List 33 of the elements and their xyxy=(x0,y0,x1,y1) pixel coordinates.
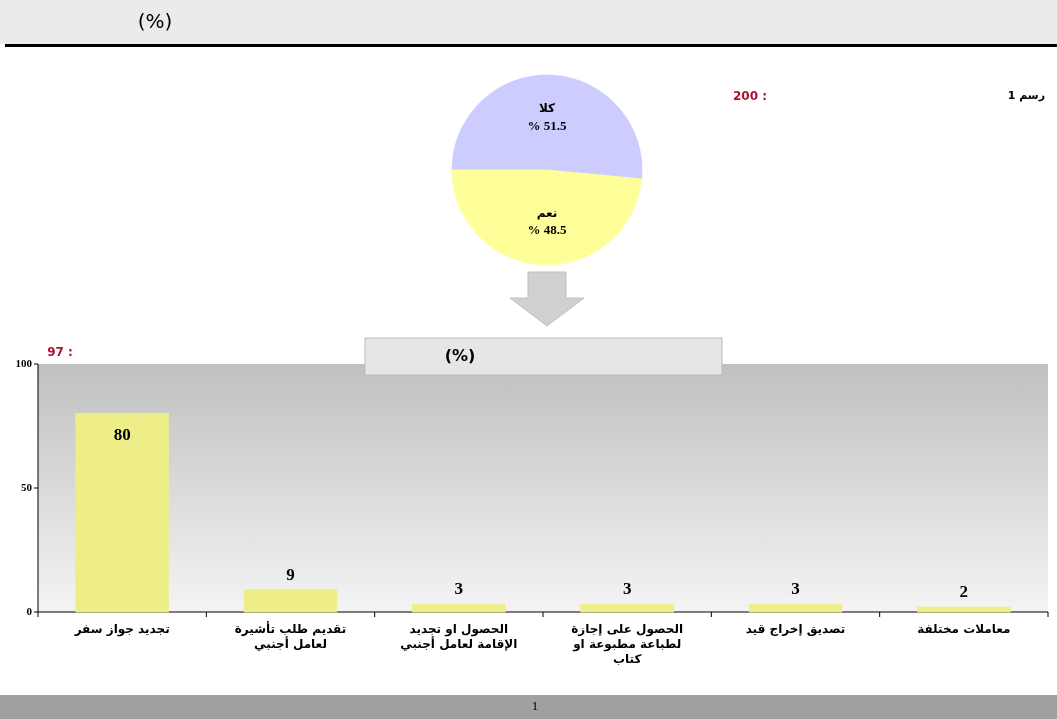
text: 1 xyxy=(531,697,539,713)
bar xyxy=(412,604,506,613)
x-tick-label: الحصول على إجازة لطباعة مطبوعة او كتاب xyxy=(570,622,685,667)
bar xyxy=(917,606,1011,613)
x-tick-label: معاملات مختلفة xyxy=(916,622,1012,637)
y-tick-label: 50 xyxy=(21,480,33,493)
bar xyxy=(243,589,338,613)
x-tick-label: تجديد جواز سفر xyxy=(73,622,171,637)
y-tick-label: 0 xyxy=(26,604,33,617)
data-label: 3 xyxy=(791,579,800,599)
text: (%) xyxy=(137,8,173,33)
x-tick-label: الحصول او تجديد الإقامة لعامل أجنبي xyxy=(399,622,519,652)
bar xyxy=(75,413,169,613)
text: رسم 1 xyxy=(1007,89,1045,102)
data-label: 9 xyxy=(286,564,295,584)
bar xyxy=(580,604,674,613)
data-label: % 51.5 xyxy=(527,117,567,133)
data-label: 80 xyxy=(113,424,131,444)
bar xyxy=(748,604,843,613)
data-label: % 48.5 xyxy=(527,222,567,238)
y-tick-label: 100 xyxy=(15,356,33,369)
text: 200 : xyxy=(732,88,768,103)
text: 97 : xyxy=(47,344,73,359)
data-label: 2 xyxy=(959,581,969,601)
pie-slice xyxy=(451,169,642,266)
x-tick-label: تقديم طلب تأشيرة لعامل أجنبي xyxy=(233,622,348,652)
chart-title: (%) xyxy=(444,345,476,365)
slice-label: نعم xyxy=(536,205,558,220)
x-tick-label: تصديق إخراج قيد xyxy=(744,622,847,637)
data-label: 3 xyxy=(454,579,464,599)
data-label: 3 xyxy=(622,579,632,599)
pie-slice xyxy=(451,74,643,180)
slice-label: كلا xyxy=(538,101,556,116)
